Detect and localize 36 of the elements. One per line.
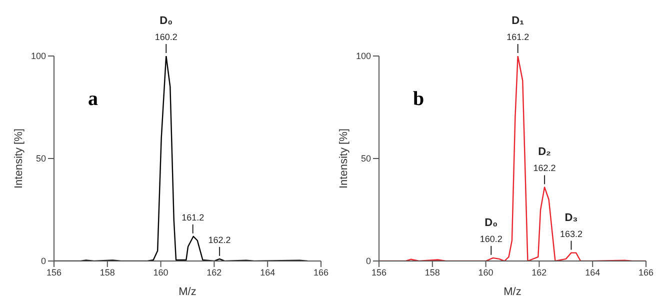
x-tick-label: 162	[206, 267, 222, 278]
x-tick-label: 162	[532, 267, 547, 278]
annotation: 162.2	[208, 234, 231, 245]
annotation: 160.2	[480, 234, 502, 244]
annotation: D₂	[538, 146, 552, 158]
y-axis-title: Intensity [%]	[338, 128, 350, 188]
x-tick-label: 160	[478, 267, 494, 278]
x-tick-label: 156	[46, 267, 62, 278]
annotation: D₀	[484, 216, 498, 229]
x-axis-title: M/z	[178, 286, 196, 298]
annotation: b	[413, 88, 424, 111]
x-tick-label: 158	[424, 267, 440, 278]
x-tick-label: 158	[100, 267, 115, 278]
annotation: D₃	[564, 212, 578, 224]
y-tick-label: 50	[36, 154, 46, 164]
y-tick-label: 100	[30, 51, 46, 62]
annotation: 160.2	[154, 32, 178, 42]
annotation: 161.2	[182, 212, 204, 222]
y-tick-label: 0	[40, 256, 46, 266]
annotation: 163.2	[560, 228, 583, 239]
x-tick-label: 164	[260, 267, 276, 278]
x-tick-label: 166	[313, 267, 329, 278]
y-tick-label: 50	[360, 154, 371, 164]
annotation: 161.2	[506, 32, 530, 42]
x-axis-title: M/z	[504, 286, 522, 298]
x-tick-label: 166	[638, 267, 654, 278]
annotation: D₁	[512, 15, 525, 27]
y-tick-label: 100	[356, 51, 371, 62]
annotation: 162.2	[533, 163, 556, 174]
x-tick-label: 156	[371, 267, 387, 278]
annotation: a	[88, 88, 98, 111]
x-tick-label: 160	[153, 267, 168, 278]
annotation: D₀	[160, 15, 173, 27]
y-tick-label: 0	[366, 256, 371, 266]
y-axis-title: Intensity [%]	[12, 128, 25, 188]
x-tick-label: 164	[585, 267, 600, 278]
